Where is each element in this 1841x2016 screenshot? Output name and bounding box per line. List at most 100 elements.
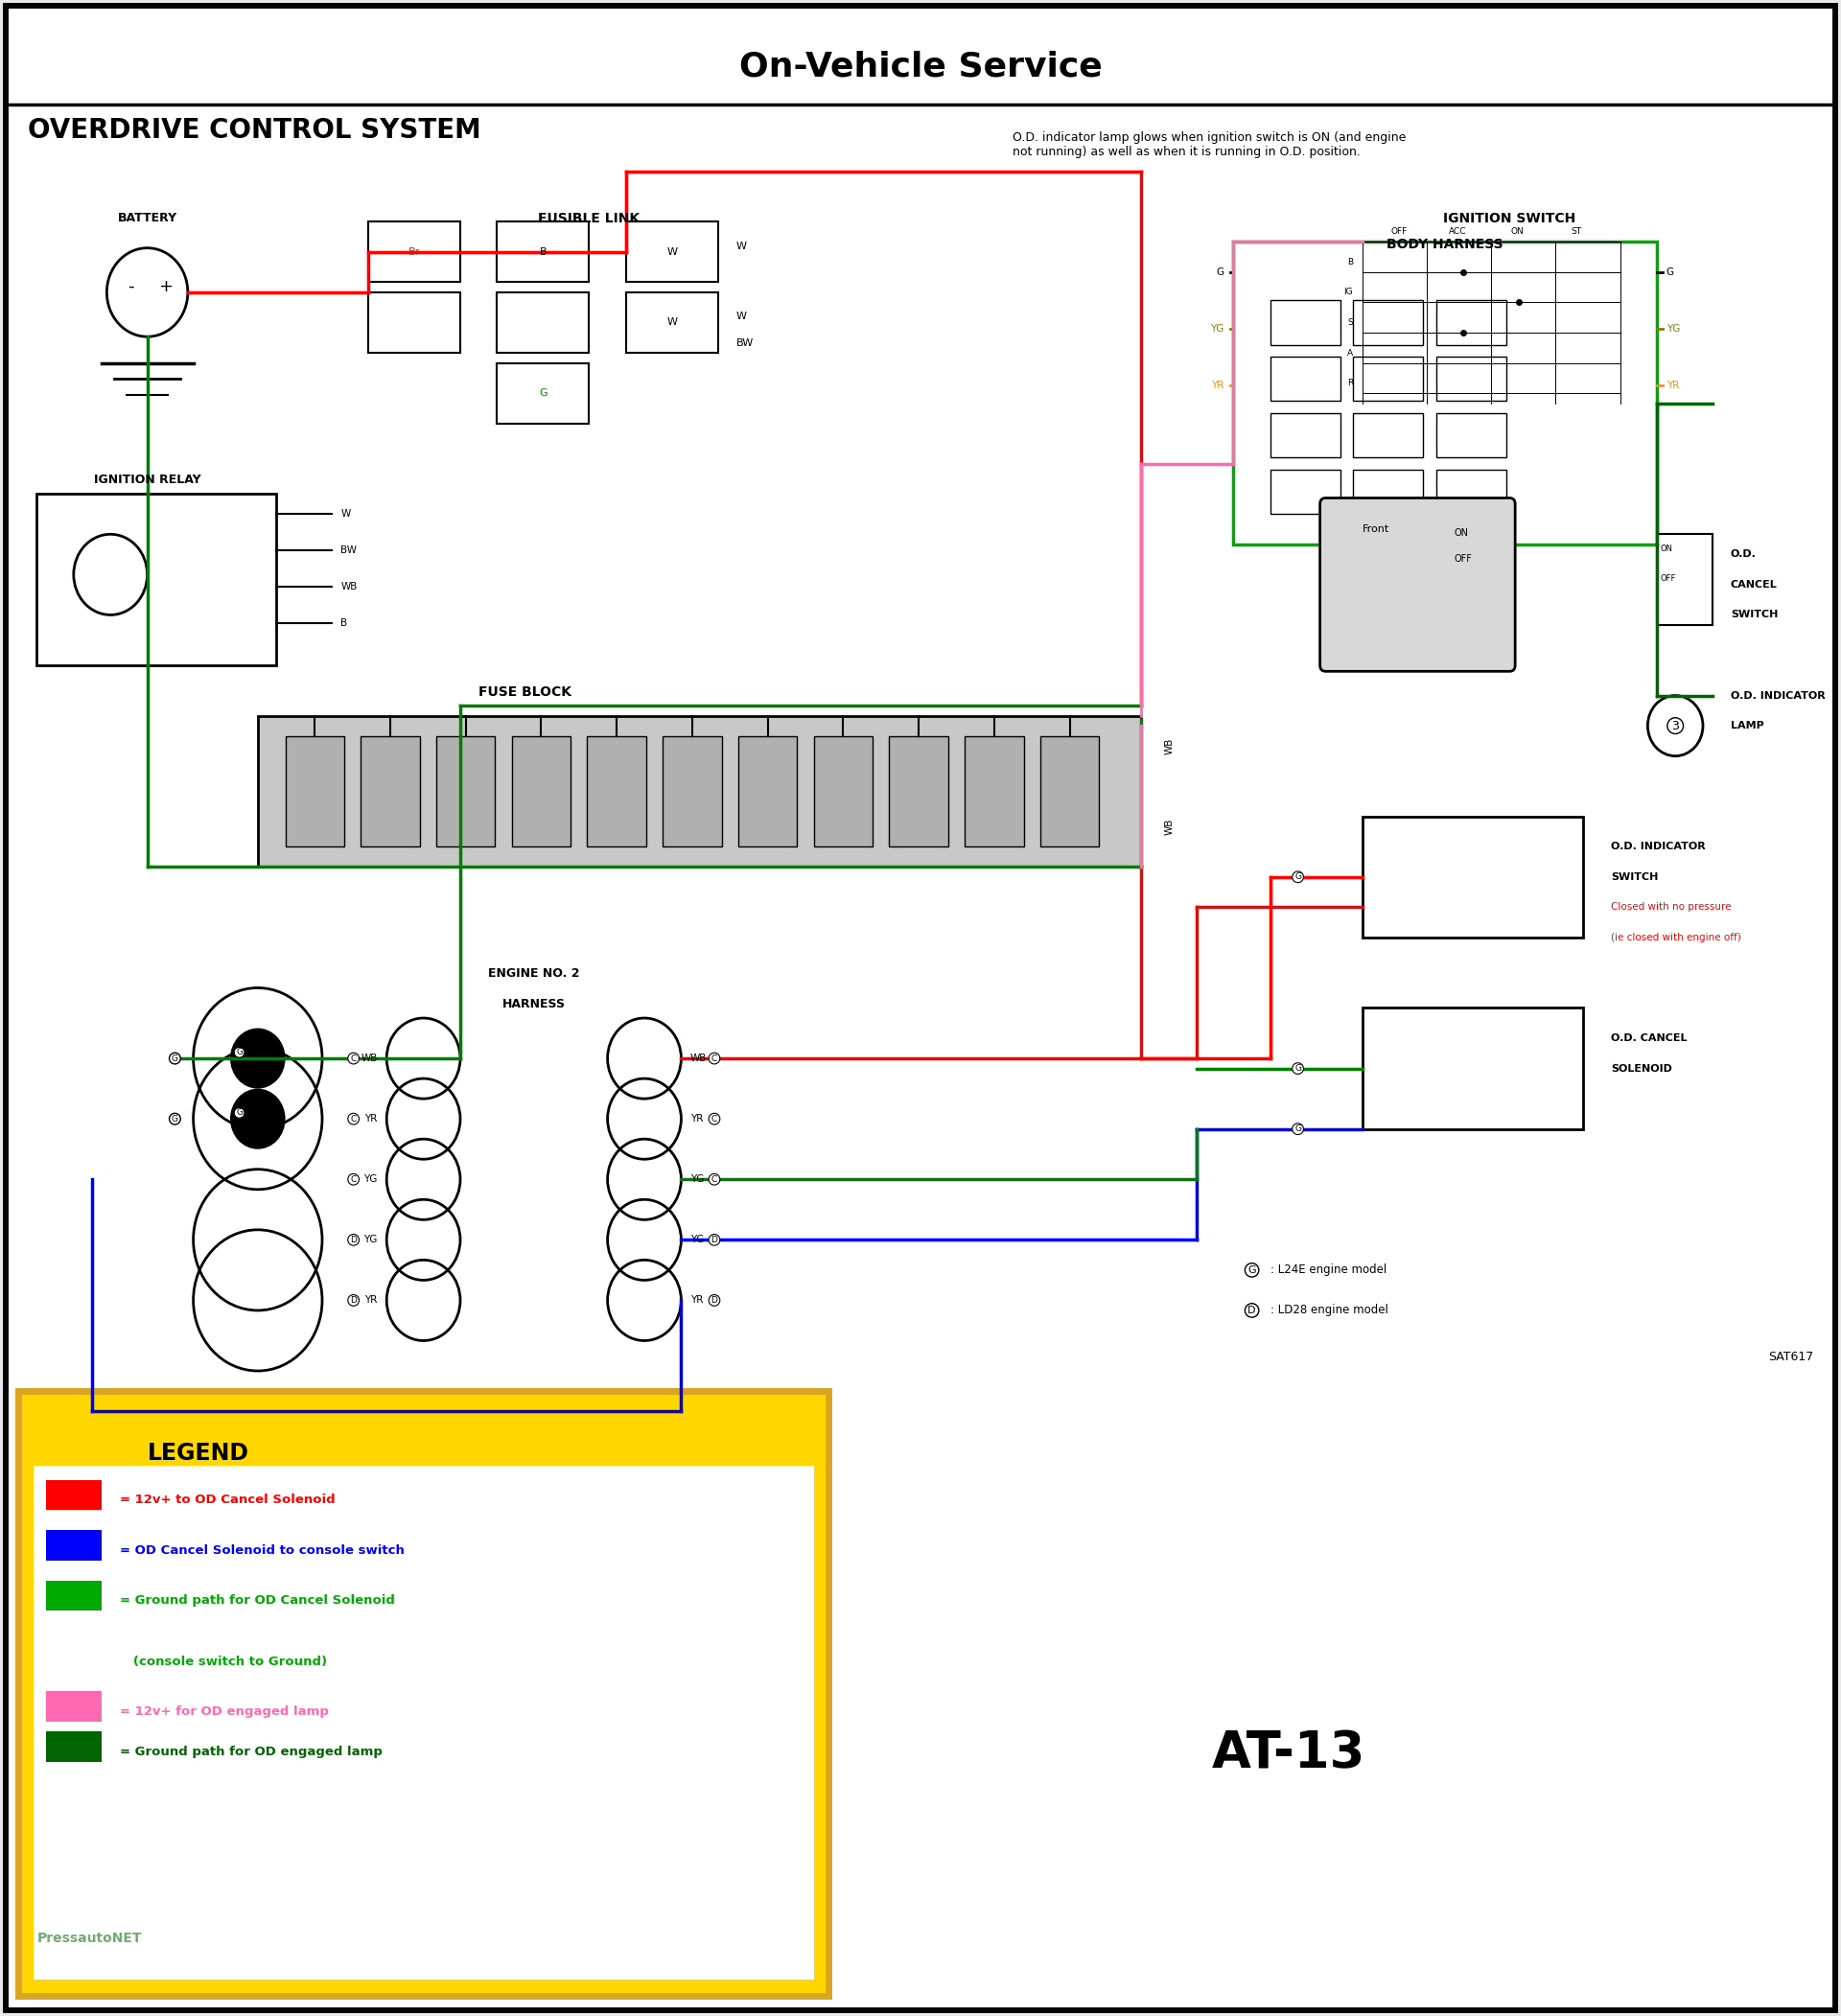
Text: YG: YG	[365, 1236, 377, 1244]
Bar	[889, 736, 948, 847]
Text: G: G	[1217, 268, 1224, 276]
Text: W: W	[736, 242, 747, 250]
Bar	[37, 494, 276, 665]
Text: B: B	[1348, 258, 1353, 266]
Text: Front: Front	[1362, 524, 1390, 534]
Text: C: C	[711, 1054, 718, 1062]
Bar	[46, 1732, 101, 1762]
Text: = 12v+ to OD Cancel Solenoid: = 12v+ to OD Cancel Solenoid	[120, 1494, 335, 1506]
Text: G: G	[171, 1054, 179, 1062]
Text: C: C	[350, 1054, 357, 1062]
Text: D: D	[711, 1236, 718, 1244]
Text: WB: WB	[1164, 738, 1175, 754]
Bar	[285, 736, 344, 847]
Text: BODY HARNESS: BODY HARNESS	[1386, 238, 1504, 252]
Text: BW: BW	[341, 546, 357, 554]
Text: : L24E engine model: : L24E engine model	[1270, 1264, 1386, 1276]
Text: YR: YR	[690, 1115, 703, 1123]
Circle shape	[230, 1028, 285, 1089]
Text: G: G	[236, 1048, 243, 1056]
Text: HARNESS: HARNESS	[503, 998, 565, 1010]
Bar	[497, 363, 589, 423]
Text: B: B	[341, 619, 348, 627]
Text: = 12v+ for OD engaged lamp: = 12v+ for OD engaged lamp	[120, 1706, 328, 1718]
Text: BW: BW	[736, 339, 755, 347]
Text: C: C	[711, 1115, 718, 1123]
Text: = Ground path for OD engaged lamp: = Ground path for OD engaged lamp	[120, 1746, 383, 1758]
Bar	[436, 736, 495, 847]
Text: D: D	[350, 1236, 357, 1244]
Bar	[497, 292, 589, 353]
Text: R: R	[1348, 379, 1353, 387]
Text: YR: YR	[365, 1115, 377, 1123]
Text: OFF: OFF	[1454, 554, 1473, 564]
Bar	[46, 1581, 101, 1611]
Text: O.D. CANCEL: O.D. CANCEL	[1611, 1034, 1686, 1042]
Text: : LD28 engine model: : LD28 engine model	[1270, 1304, 1388, 1316]
Bar	[512, 736, 571, 847]
Text: G: G	[236, 1109, 243, 1117]
Bar	[1040, 736, 1099, 847]
Text: ENGINE NO. 2: ENGINE NO. 2	[488, 968, 580, 980]
Bar	[1353, 470, 1423, 514]
Bar	[1353, 413, 1423, 458]
Text: SOLENOID: SOLENOID	[1611, 1064, 1672, 1073]
Text: WB: WB	[341, 583, 357, 591]
Bar	[361, 736, 420, 847]
Text: G: G	[539, 389, 547, 397]
Bar	[1270, 300, 1340, 345]
Text: G: G	[1294, 1125, 1302, 1133]
Text: WB: WB	[1164, 818, 1175, 835]
Text: ON: ON	[1661, 544, 1673, 552]
Text: D: D	[711, 1296, 718, 1304]
FancyBboxPatch shape	[1320, 498, 1515, 671]
Text: OVERDRIVE CONTROL SYSTEM: OVERDRIVE CONTROL SYSTEM	[28, 117, 481, 143]
Text: W: W	[666, 248, 677, 256]
Text: YG: YG	[690, 1236, 703, 1244]
Text: D: D	[1248, 1306, 1256, 1314]
Bar	[497, 222, 589, 282]
Text: 3: 3	[1672, 720, 1679, 732]
Text: LAMP: LAMP	[1731, 722, 1764, 730]
Text: IGNITION RELAY: IGNITION RELAY	[94, 474, 201, 486]
Bar	[587, 736, 646, 847]
Bar	[1436, 470, 1506, 514]
Text: ACC: ACC	[1449, 228, 1467, 236]
Text: ON: ON	[1454, 528, 1469, 538]
Text: YG: YG	[690, 1175, 703, 1183]
Text: O.D. INDICATOR: O.D. INDICATOR	[1611, 843, 1705, 851]
Circle shape	[230, 1089, 285, 1149]
Text: YR: YR	[690, 1296, 703, 1304]
Text: = OD Cancel Solenoid to console switch: = OD Cancel Solenoid to console switch	[120, 1544, 405, 1556]
Text: YR: YR	[1666, 381, 1679, 389]
Text: O.D. indicator lamp glows when ignition switch is ON (and engine
not running) as: O.D. indicator lamp glows when ignition …	[1013, 131, 1407, 157]
Text: WB: WB	[361, 1054, 377, 1062]
Bar	[258, 716, 1141, 867]
Bar	[18, 1391, 828, 1996]
Text: ON: ON	[1510, 228, 1524, 236]
Text: W: W	[666, 319, 677, 327]
Text: D: D	[350, 1296, 357, 1304]
Text: IG: IG	[1344, 288, 1353, 296]
Bar	[46, 1480, 101, 1510]
Bar	[1270, 357, 1340, 401]
Bar	[368, 292, 460, 353]
Text: On-Vehicle Service: On-Vehicle Service	[738, 50, 1103, 83]
Text: ST: ST	[1570, 228, 1581, 236]
Bar	[965, 736, 1024, 847]
Bar	[33, 1466, 814, 1980]
Text: WB: WB	[690, 1054, 707, 1062]
Bar	[1436, 413, 1506, 458]
Bar	[1353, 300, 1423, 345]
Text: O.D. INDICATOR: O.D. INDICATOR	[1731, 691, 1824, 700]
Text: IGNITION SWITCH: IGNITION SWITCH	[1443, 212, 1576, 226]
Bar	[626, 222, 718, 282]
Text: YR: YR	[1211, 381, 1224, 389]
Text: B: B	[539, 248, 547, 256]
Text: +: +	[158, 278, 173, 294]
Text: OFF: OFF	[1392, 228, 1407, 236]
Bar	[1353, 357, 1423, 401]
Text: (ie closed with engine off): (ie closed with engine off)	[1611, 933, 1742, 941]
Text: O.D.: O.D.	[1731, 550, 1756, 558]
Text: = Ground path for OD Cancel Solenoid: = Ground path for OD Cancel Solenoid	[120, 1595, 394, 1607]
